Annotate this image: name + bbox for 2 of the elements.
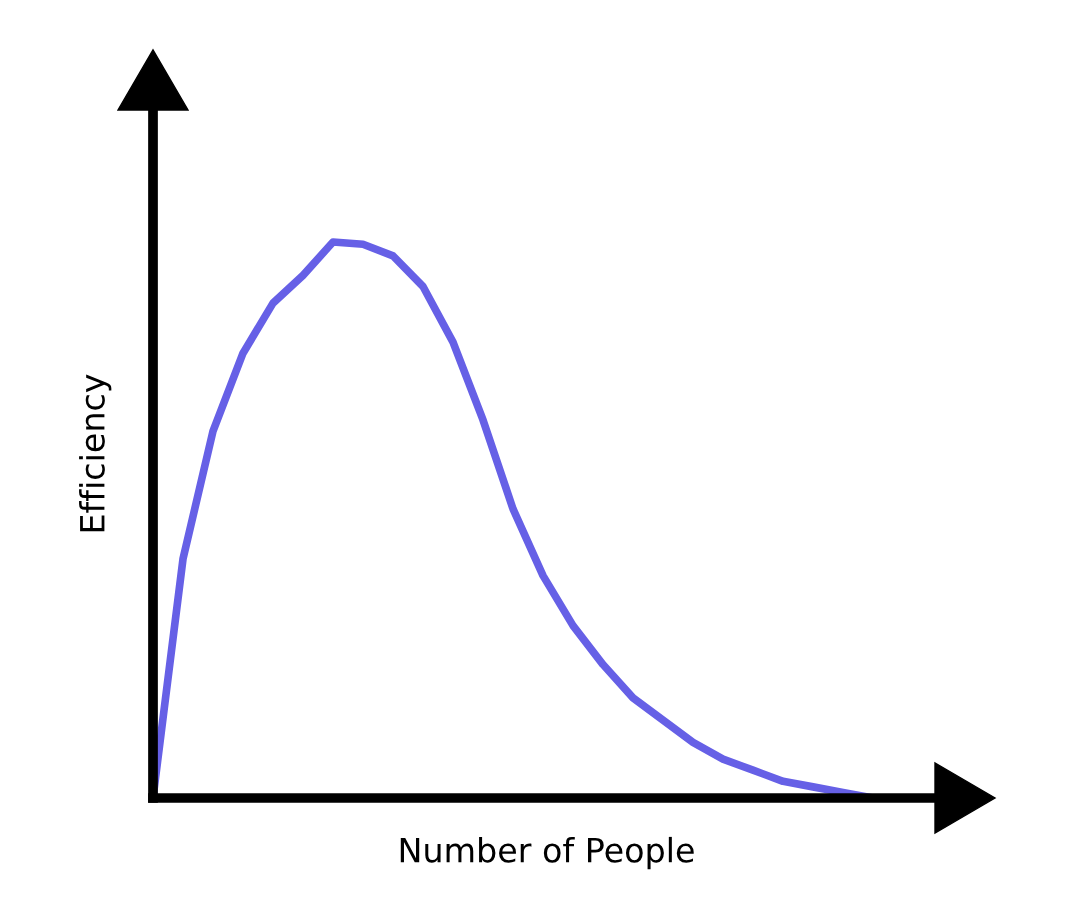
x-axis-title: Number of People [400,836,694,870]
y-axis-title: Efficiency [79,374,112,532]
